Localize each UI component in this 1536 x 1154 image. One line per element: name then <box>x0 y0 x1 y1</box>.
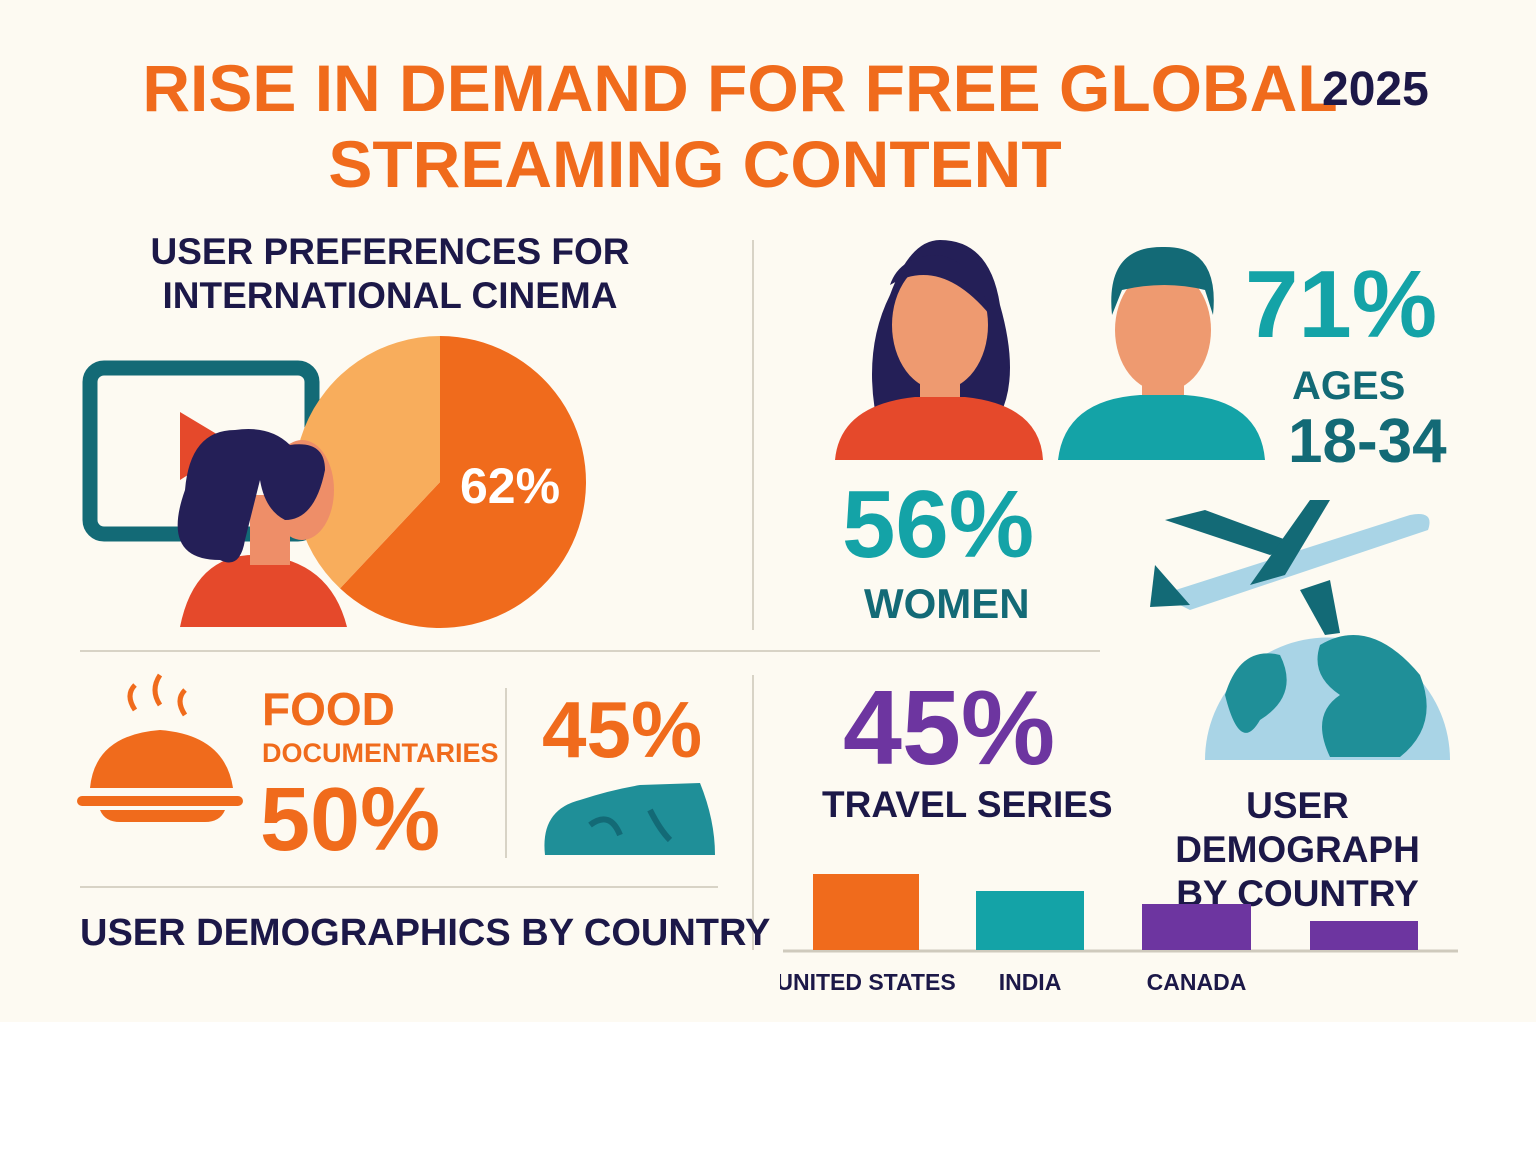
travel-illustration <box>1150 500 1450 760</box>
food-label-line-1: FOOD <box>262 683 395 735</box>
title-line-1: RISE IN DEMAND FOR FREE GLOBAL <box>142 51 1338 125</box>
title-line-2: STREAMING CONTENT <box>328 127 1062 201</box>
airplane-icon <box>1150 500 1430 635</box>
divider <box>80 886 718 888</box>
country-bar-chart: UNITED STATES INDIA CANADA <box>780 874 1458 995</box>
nature-percent: 45% <box>542 685 703 774</box>
cinema-heading-line-2: INTERNATIONAL CINEMA <box>162 275 618 316</box>
footer-heading: USER DEMOGRAPHICS BY COUNTRY <box>80 912 771 954</box>
country-heading-line-1: USER DEMOGRAPH <box>1175 785 1420 870</box>
country-chart-heading: USER DEMOGRAPH BY COUNTRY <box>1120 784 1475 916</box>
divider <box>752 675 754 950</box>
women-percent: 56% <box>842 471 1035 578</box>
food-percent: 50% <box>260 770 441 870</box>
cinema-illustration: 62% <box>82 336 586 628</box>
year-label: 2025 <box>1322 63 1429 116</box>
divider <box>505 688 507 858</box>
travel-label: TRAVEL SERIES <box>822 784 1113 825</box>
age-percent: 71% <box>1245 251 1438 358</box>
bar-india <box>976 891 1084 950</box>
food-label-line-2: DOCUMENTARIES <box>262 738 499 768</box>
bar-label: INDIA <box>999 969 1062 995</box>
infographic-canvas: RISE IN DEMAND FOR FREE GLOBAL STREAMING… <box>0 0 1536 1022</box>
women-label: WOMEN <box>864 580 1030 627</box>
nature-landscape-icon <box>544 783 715 855</box>
bar-canada <box>1142 904 1251 950</box>
age-range: 18-34 <box>1288 407 1447 476</box>
people-illustration <box>835 240 1265 460</box>
man-icon <box>1058 246 1265 460</box>
pie-slice-0 <box>340 336 586 628</box>
globe-icon <box>1205 635 1450 760</box>
divider <box>752 240 754 630</box>
cinema-heading-line-1: USER PREFERENCES FOR <box>150 231 630 272</box>
bar-label: UNITED STATES <box>780 969 956 995</box>
woman-icon <box>835 240 1043 460</box>
divider <box>80 650 1100 652</box>
page-title: RISE IN DEMAND FOR FREE GLOBAL STREAMING… <box>60 50 1420 202</box>
bar-unlabeled <box>1310 921 1418 950</box>
bar-label: CANADA <box>1147 969 1247 995</box>
pie-slice-1 <box>294 336 440 589</box>
age-label: AGES <box>1292 364 1406 408</box>
food-cloche-icon <box>77 673 243 822</box>
cinema-heading: USER PREFERENCES FOR INTERNATIONAL CINEM… <box>120 230 660 318</box>
pie-chart <box>294 336 586 628</box>
bar-united-states <box>813 874 919 950</box>
pie-percent-label: 62% <box>460 458 560 514</box>
travel-percent: 45% <box>843 669 1056 787</box>
woman-viewer-icon <box>177 429 347 627</box>
